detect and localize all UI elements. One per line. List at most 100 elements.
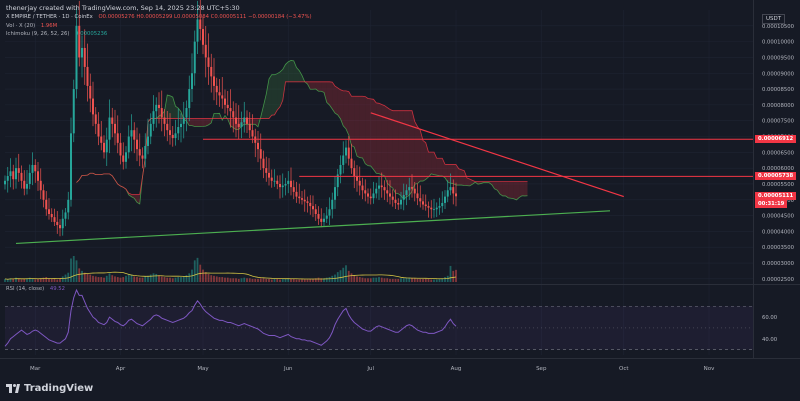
volume-bar	[94, 276, 97, 282]
price-tick-label: 0.00002500	[762, 277, 795, 283]
volume-bar	[259, 278, 262, 282]
legend-rsi-row[interactable]: RSI (14, close) 49.52	[6, 286, 69, 292]
volume-bar	[237, 278, 240, 282]
volume-bar	[361, 277, 364, 282]
candle-body	[48, 209, 50, 214]
candle-body	[361, 185, 364, 191]
candle-body	[317, 214, 320, 219]
tradingview-logo: TradingView	[6, 383, 93, 394]
candle-body	[37, 171, 39, 181]
price-tick-label: 0.00010000	[762, 40, 795, 46]
time-tick-label: Oct	[619, 366, 629, 372]
volume-bar	[193, 260, 196, 282]
volume-bar	[17, 278, 20, 282]
volume-bar	[427, 278, 430, 282]
countdown-tag: 00:31:19	[755, 200, 788, 209]
candle-body	[17, 168, 20, 173]
volume-bar	[303, 279, 306, 282]
volume-bar	[356, 276, 358, 282]
volume-bar	[235, 278, 237, 282]
volume-bar	[34, 279, 37, 282]
time-tick-label: Jul	[366, 366, 374, 372]
cloud-segment	[131, 194, 135, 199]
volume-bar	[350, 273, 353, 282]
volume-bar	[380, 277, 383, 282]
candle-body	[26, 183, 28, 189]
cloud-segment	[354, 96, 357, 157]
cloud-segment	[423, 140, 426, 182]
rsi-pane	[4, 288, 753, 350]
volume-bar	[402, 278, 405, 282]
cloud-segment	[329, 81, 333, 110]
volume-bar	[232, 278, 235, 282]
legend-ichimoku-row[interactable]: Ichimoku (9, 26, 52, 26) 0.00005236	[6, 31, 111, 37]
legend-volume-label[interactable]: Vol · X (20)	[6, 23, 36, 29]
legend-symbol-row[interactable]: X EMPIRE / TETHER · 1D · CoinEx O0.00005…	[6, 14, 316, 20]
cloud-segment	[502, 181, 506, 196]
cloud-segment	[505, 181, 509, 198]
candle-body	[61, 218, 64, 229]
cloud-segment	[282, 64, 286, 101]
volume-bar	[31, 278, 34, 282]
volume-bar	[413, 278, 416, 282]
volume-bar	[323, 278, 325, 282]
candle-body	[419, 198, 422, 202]
cloud-segment	[420, 130, 423, 182]
ichimoku-cloud	[76, 60, 528, 205]
candle-body	[39, 180, 42, 191]
volume-bar	[306, 279, 309, 282]
volume-bar	[386, 278, 389, 282]
cloud-segment	[324, 81, 327, 103]
candle-body	[12, 171, 15, 180]
volume-bar	[26, 278, 28, 282]
cloud-segment	[395, 110, 399, 194]
candle-body	[81, 47, 83, 58]
cloud-segment	[348, 91, 352, 146]
volume-bar	[229, 278, 232, 282]
time-axis: Mar Apr May Jun Jul Aug Sep Oct Nov	[30, 366, 715, 372]
volume-bar	[116, 277, 119, 282]
volume-bar	[37, 278, 39, 282]
candle-body	[97, 123, 100, 137]
candle-body	[262, 158, 265, 169]
volume-bar	[188, 273, 191, 282]
candle-body	[224, 98, 226, 105]
volume-bar	[163, 277, 166, 282]
chart-attribution: thenerjay created with TradingView.com, …	[6, 4, 240, 12]
price-tick-label: 0.00004000	[762, 229, 795, 235]
cloud-segment	[403, 110, 407, 200]
candle-body	[72, 89, 75, 134]
volume-bar	[160, 276, 163, 282]
volume-bar	[210, 275, 213, 282]
legend-symbol[interactable]: X EMPIRE / TETHER · 1D · CoinEx	[6, 14, 93, 20]
candle-body	[42, 190, 45, 200]
volume-bar	[400, 278, 402, 282]
candle-body	[237, 123, 240, 128]
candle-body	[235, 117, 237, 124]
candle-body	[358, 180, 361, 186]
legend-rsi-label[interactable]: RSI (14, close)	[6, 286, 45, 292]
candle-body	[111, 117, 114, 124]
cloud-segment	[343, 90, 346, 129]
cloud-segment	[175, 106, 179, 119]
volume-bar	[265, 278, 268, 282]
volume-bar	[389, 278, 391, 282]
legend-ichimoku-label[interactable]: Ichimoku (9, 26, 52, 26)	[6, 31, 70, 37]
candle-body	[243, 117, 246, 123]
volume-bar	[125, 275, 127, 282]
legend-ichimoku-value: 0.00005236	[75, 31, 108, 37]
candle-body	[64, 212, 67, 219]
cloud-segment	[434, 152, 437, 176]
legend-volume-row[interactable]: Vol · X (20) 1.96M	[6, 23, 61, 29]
time-tick-label: Mar	[30, 366, 41, 372]
candle-body	[430, 207, 433, 210]
currency-button[interactable]: USDT	[762, 14, 786, 24]
volume-bar	[185, 275, 188, 282]
candle-body	[394, 199, 397, 203]
candle-body	[218, 92, 221, 96]
volume-bar	[226, 277, 229, 282]
candle-body	[202, 28, 204, 45]
candle-body	[320, 218, 323, 222]
candle-body	[28, 172, 31, 184]
